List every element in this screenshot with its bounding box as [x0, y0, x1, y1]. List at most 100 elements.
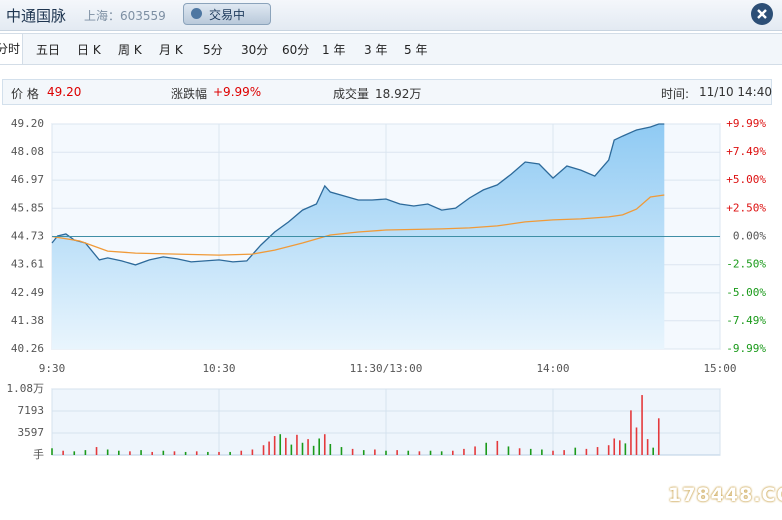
- volume-tick-label: 1.08万: [7, 382, 45, 395]
- volume-bar: [268, 441, 270, 455]
- y2-tick-label: -2.50%: [726, 258, 766, 271]
- volume-bar: [195, 451, 198, 455]
- volume-bar: [619, 440, 621, 455]
- watermark: 178448.COM: [668, 484, 782, 506]
- volume-value: 18.92万: [375, 87, 422, 101]
- volume-bar: [552, 450, 554, 455]
- volume-bar: [362, 450, 365, 455]
- volume-bar: [613, 438, 616, 455]
- volume-bar: [162, 450, 165, 455]
- volume-bar: [207, 451, 209, 455]
- volume-bar: [323, 434, 326, 455]
- volume-bar: [301, 442, 304, 455]
- volume-bar: [251, 449, 254, 455]
- price-label: 价 格: [11, 87, 39, 101]
- volume-bar: [151, 451, 153, 455]
- volume-bar: [630, 410, 632, 455]
- volume-bar: [351, 448, 354, 455]
- volume-bar: [129, 451, 131, 455]
- volume-bar: [452, 450, 454, 455]
- volume-bar: [652, 447, 654, 455]
- tab[interactable]: 周 K: [118, 43, 142, 57]
- tab[interactable]: 30分: [241, 43, 269, 57]
- volume-bar: [635, 427, 638, 455]
- tab[interactable]: 分时: [0, 34, 24, 64]
- tab[interactable]: 日 K: [77, 43, 101, 57]
- info-bar: 价 格 49.20 涨跌幅 +9.99% 成交量 18.92万 时间: 11/1…: [2, 79, 772, 105]
- volume-bar: [184, 451, 187, 455]
- stock-name: 中通国脉: [6, 7, 67, 25]
- status-button[interactable]: 交易中: [183, 3, 271, 25]
- volume-bar: [118, 450, 120, 455]
- tab-bar: 分时 五日 日 K 周 K 月 K 5分 30分 60分 1 年 3 年 5 年: [0, 33, 782, 65]
- close-icon: [757, 9, 767, 19]
- y2-tick-label: +5.00%: [726, 173, 766, 186]
- volume-bar: [518, 448, 521, 455]
- volume-bar: [440, 451, 443, 455]
- volume-bar: [563, 450, 565, 455]
- y-tick-label: 42.49: [11, 286, 44, 299]
- volume-bar: [229, 451, 231, 455]
- x-tick-label: 11:30/13:00: [350, 362, 423, 375]
- tab[interactable]: 五日: [36, 43, 61, 57]
- volume-tick-label: 7193: [18, 404, 45, 417]
- price-value: 49.20: [47, 85, 82, 99]
- x-tick-label: 9:30: [39, 362, 66, 375]
- tab[interactable]: 5分: [203, 43, 223, 57]
- volume-bar: [429, 450, 432, 455]
- x-tick-label: 10:30: [202, 362, 235, 375]
- tab[interactable]: 月 K: [159, 43, 183, 57]
- tab[interactable]: 1 年: [322, 43, 346, 57]
- volume-bar: [646, 439, 649, 455]
- status-text: 交易中: [209, 8, 246, 22]
- close-button[interactable]: [751, 3, 773, 25]
- volume-tick-label: 3597: [18, 426, 45, 439]
- volume-bar: [507, 446, 510, 455]
- volume-bar: [407, 450, 410, 455]
- tab[interactable]: 60分: [282, 43, 310, 57]
- tab[interactable]: 3 年: [364, 43, 388, 57]
- y2-tick-label: -9.99%: [726, 342, 766, 355]
- volume-bar: [385, 450, 387, 455]
- volume-bar: [279, 434, 282, 455]
- y-tick-label: 41.38: [11, 314, 44, 327]
- y2-tick-label: 0.00%: [733, 230, 766, 243]
- volume-bar: [95, 447, 98, 455]
- tab[interactable]: 5 年: [404, 43, 428, 57]
- volume-bar: [574, 447, 577, 455]
- clock-icon: [191, 8, 202, 19]
- volume-bar: [596, 447, 599, 455]
- volume-bar: [73, 451, 76, 455]
- volume-bar: [106, 449, 109, 455]
- volume-bar: [607, 445, 610, 455]
- time-label: 时间:: [661, 87, 690, 101]
- x-tick-label: 14:00: [536, 362, 569, 375]
- y2-tick-label: +7.49%: [726, 145, 766, 158]
- average-line: [51, 194, 665, 256]
- volume-bar: [273, 436, 276, 455]
- volume-bar: [62, 450, 64, 455]
- volume-bar: [374, 449, 376, 455]
- volume-unit: 手: [33, 447, 44, 461]
- price-line: [51, 123, 665, 266]
- y2-tick-label: -5.00%: [726, 286, 766, 299]
- volume-bar: [51, 448, 53, 455]
- y2-tick-label: -7.49%: [726, 314, 766, 327]
- volume-bar: [140, 450, 142, 455]
- volume-bar: [529, 448, 532, 455]
- volume-bar: [307, 439, 309, 455]
- stock-market: 上海：603559: [84, 9, 166, 23]
- change-label: 涨跌幅: [171, 87, 208, 101]
- volume-bar: [474, 446, 476, 455]
- y2-tick-label: +9.99%: [726, 117, 766, 130]
- volume-bar: [290, 444, 293, 455]
- y-tick-label: 45.85: [11, 201, 44, 214]
- volume-bar: [657, 418, 660, 455]
- y-tick-label: 44.73: [11, 230, 44, 243]
- volume-bar: [262, 445, 265, 455]
- volume-bar: [624, 443, 627, 455]
- volume-bar: [285, 437, 287, 455]
- volume-bar: [541, 449, 543, 455]
- y2-tick-label: +2.50%: [726, 201, 766, 214]
